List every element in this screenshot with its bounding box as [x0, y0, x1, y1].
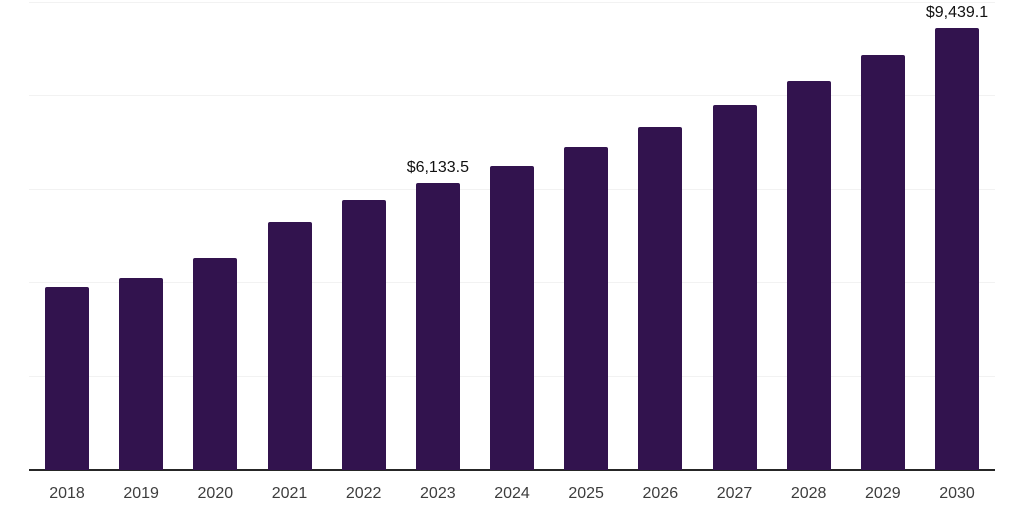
bar-2029: [860, 54, 905, 470]
bar-value-label-2023: $6,133.5: [406, 158, 469, 176]
bar-2025: [564, 147, 609, 470]
x-tick-label-2021: 2021: [271, 485, 308, 502]
x-tick-label-2018: 2018: [49, 485, 85, 502]
bar-value-label-2030: $9,439.1: [925, 4, 989, 22]
x-tick-label-2026: 2026: [642, 485, 679, 502]
bar-2023: [415, 182, 460, 470]
bar-2027: [712, 104, 757, 470]
x-tick-label-2030: 2030: [939, 485, 975, 502]
x-tick-label-2020: 2020: [197, 485, 234, 502]
bar-2028: [786, 81, 831, 470]
bar-2026: [638, 126, 683, 470]
bar-2021: [267, 222, 312, 470]
x-tick-label-2022: 2022: [345, 485, 382, 502]
x-tick-label-2027: 2027: [716, 485, 753, 502]
x-tick-label-2023: 2023: [420, 485, 456, 502]
bar-2019: [119, 277, 164, 470]
x-tick-label-2029: 2029: [865, 485, 901, 502]
gridline-8000: [29, 95, 995, 97]
bar-2024: [490, 165, 534, 470]
bar-2020: [193, 257, 238, 470]
x-tick-label-2024: 2024: [494, 485, 530, 502]
x-tick-label-2019: 2019: [123, 485, 159, 502]
x-tick-label-2025: 2025: [568, 485, 604, 502]
bar-2022: [341, 199, 386, 470]
bar-2018: [45, 286, 89, 470]
bar-2030: [935, 28, 979, 470]
gridline-10000: [29, 1, 995, 3]
x-tick-label-2028: 2028: [790, 485, 827, 502]
x-axis-line: [29, 469, 995, 471]
